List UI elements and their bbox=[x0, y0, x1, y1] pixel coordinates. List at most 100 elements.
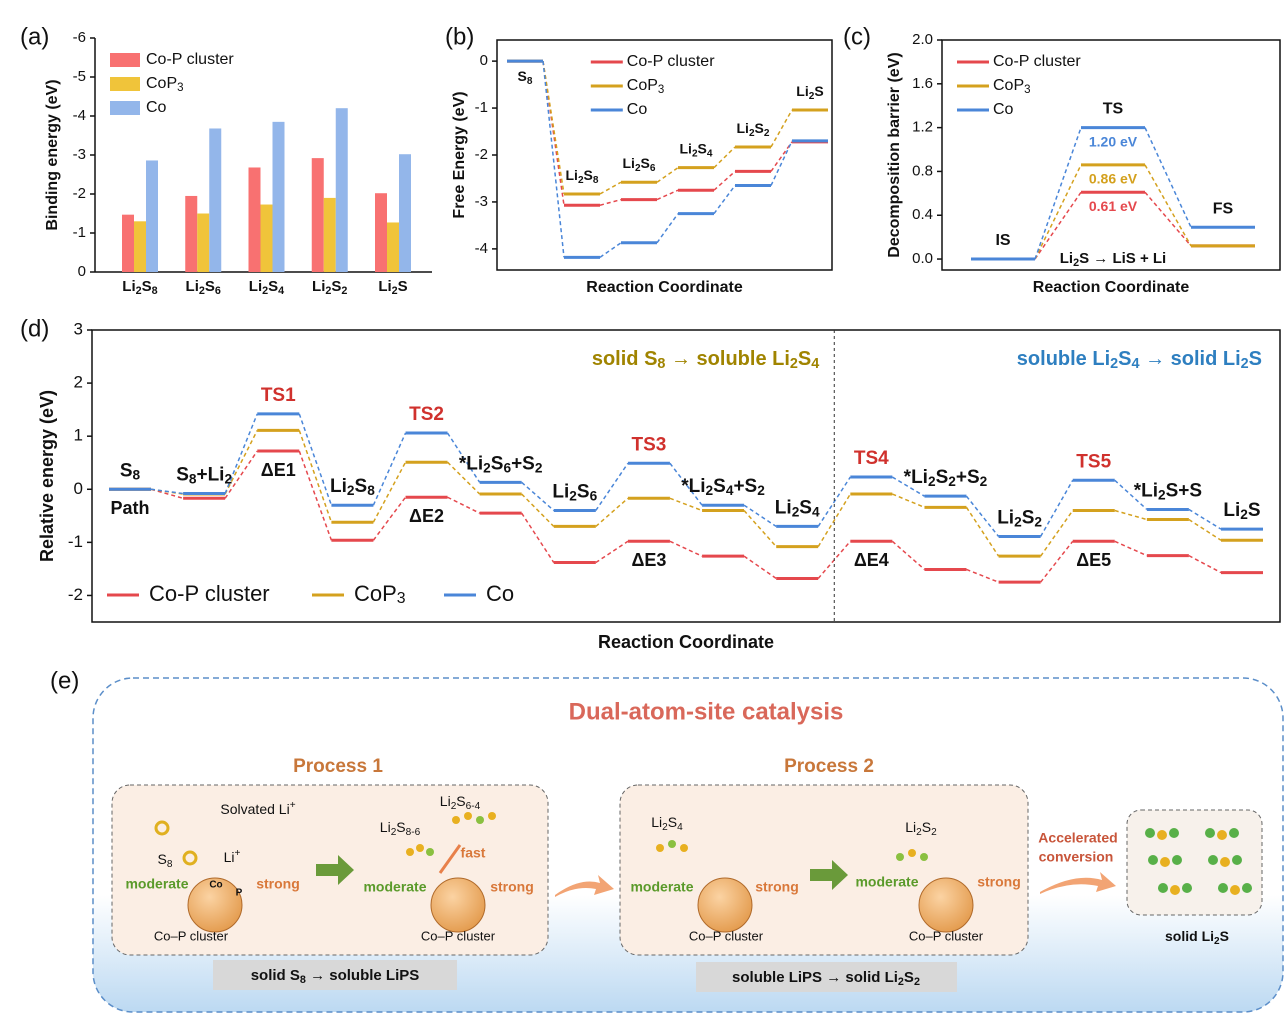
connector bbox=[599, 198, 622, 206]
x-tick-label: Li2S4 bbox=[249, 278, 284, 297]
cluster-label: Co–P cluster bbox=[154, 928, 229, 943]
connector bbox=[542, 61, 565, 258]
y-axis-title: Relative energy (eV) bbox=[37, 390, 57, 562]
bar bbox=[248, 167, 261, 272]
species-label: Li2S8-6 bbox=[380, 819, 421, 838]
connector bbox=[743, 555, 777, 580]
process-title: Process 2 bbox=[784, 756, 874, 777]
state-label: Li2S4 bbox=[679, 140, 712, 159]
chart-panel: (a) Binding energy (eV) 0 -1 -2 -3 -4 -5 -6 Co-P … bbox=[20, 23, 432, 297]
connector bbox=[669, 540, 703, 557]
panel-label: (e) bbox=[50, 667, 79, 694]
bar bbox=[185, 195, 198, 272]
chart-panel: (c) Decomposition barrier (eV) Reaction Co… bbox=[843, 23, 1281, 296]
connector bbox=[150, 488, 184, 495]
process-arrow bbox=[1040, 872, 1116, 894]
connector bbox=[1040, 540, 1074, 583]
connector bbox=[770, 140, 793, 186]
y-tick-label: -6 bbox=[73, 29, 86, 46]
state-label: TS4 bbox=[854, 448, 889, 469]
connector bbox=[817, 493, 851, 548]
connector bbox=[669, 462, 703, 506]
plot-frame bbox=[496, 39, 833, 271]
connector bbox=[891, 540, 925, 571]
step-arrow bbox=[316, 855, 354, 885]
connector bbox=[966, 568, 999, 583]
connector bbox=[1144, 191, 1192, 247]
state-label: TS bbox=[1103, 101, 1124, 118]
chart-panel: (d) Relative energy (eV) Reaction Coordina… bbox=[20, 315, 1281, 652]
state-label: TS1 bbox=[261, 385, 296, 406]
bar bbox=[387, 222, 399, 272]
y-tick-label: 2 bbox=[74, 373, 83, 392]
y-axis-title: Binding energy (eV) bbox=[44, 79, 61, 230]
y-tick-label: 0 bbox=[74, 479, 83, 498]
diagram: (e) Dual-atom-site catalysis Process 1 P… bbox=[50, 667, 1284, 1013]
legend-swatch bbox=[110, 53, 140, 67]
legend-label: Co bbox=[146, 99, 167, 116]
plot-frame bbox=[941, 39, 1281, 271]
y-tick-label: -4 bbox=[475, 240, 488, 257]
connector bbox=[1188, 508, 1222, 530]
connector bbox=[1188, 518, 1222, 541]
plot-frame bbox=[91, 329, 1281, 623]
y-tick-label: 0 bbox=[480, 52, 488, 69]
connector bbox=[770, 109, 793, 148]
product-label: Li2S6-4 bbox=[440, 793, 481, 812]
legend-swatch bbox=[110, 77, 140, 91]
legend-label: CoP3 bbox=[627, 77, 665, 96]
legend-label: Co-P cluster bbox=[149, 581, 270, 606]
connector bbox=[892, 493, 925, 509]
strong-label: strong bbox=[977, 874, 1021, 890]
connector bbox=[224, 450, 258, 499]
y-tick-label: 3 bbox=[74, 319, 83, 338]
state-label: Li2S2 bbox=[736, 120, 769, 139]
caption-box bbox=[213, 960, 457, 990]
connector bbox=[372, 496, 407, 541]
legend-label: Co bbox=[486, 581, 514, 606]
connector bbox=[595, 462, 629, 511]
y-tick-label: 1.2 bbox=[912, 119, 933, 136]
state-label: Li2S2 bbox=[997, 508, 1042, 530]
caption: solid S8 → soluble LiPS bbox=[251, 967, 420, 986]
legend-label: Co bbox=[993, 101, 1014, 118]
connector bbox=[1034, 164, 1082, 260]
cluster-label: Co–P cluster bbox=[421, 928, 496, 943]
state-label: Li2S8 bbox=[565, 167, 598, 186]
y-tick-label: -2 bbox=[73, 185, 86, 202]
weak-label: moderate bbox=[630, 879, 693, 895]
state-label: IS bbox=[995, 232, 1010, 249]
ion-label: Solvated Li+ bbox=[220, 800, 295, 817]
caption: soluble LiPS → solid Li2S2 bbox=[732, 969, 920, 988]
rate-label: fast bbox=[461, 845, 486, 861]
connector bbox=[817, 476, 851, 527]
y-tick-label: -2 bbox=[475, 146, 488, 163]
fast-arrow bbox=[438, 844, 462, 874]
connector bbox=[1114, 479, 1148, 511]
connector bbox=[298, 450, 333, 541]
panel-label: (b) bbox=[445, 23, 474, 50]
species-label: S8 bbox=[158, 851, 173, 870]
y-tick-label: 0.8 bbox=[912, 162, 933, 179]
arrow-label: Accelerated bbox=[1038, 830, 1117, 846]
cluster-label: Co–P cluster bbox=[689, 928, 764, 943]
species-label: Li2S2 bbox=[905, 819, 937, 838]
bar bbox=[399, 154, 411, 272]
product-box bbox=[1126, 809, 1263, 916]
legend-label: Co-P cluster bbox=[146, 51, 234, 68]
connector bbox=[1144, 164, 1192, 247]
y-tick-label: -3 bbox=[73, 146, 86, 163]
y-tick-label: -1 bbox=[73, 224, 86, 241]
atom-label: P bbox=[236, 888, 243, 899]
y-tick-label: -2 bbox=[68, 585, 83, 604]
legend-label: Co-P cluster bbox=[627, 53, 715, 70]
bar bbox=[375, 193, 387, 272]
state-label: *Li2S+S bbox=[1134, 480, 1202, 502]
state-label: S8 bbox=[120, 460, 141, 482]
legend-swatch bbox=[110, 101, 140, 115]
clusters bbox=[187, 877, 974, 933]
cluster-icon bbox=[187, 877, 243, 933]
bar bbox=[122, 214, 134, 272]
annotation: ΔE3 bbox=[631, 550, 666, 570]
legend-label: CoP3 bbox=[993, 77, 1031, 96]
